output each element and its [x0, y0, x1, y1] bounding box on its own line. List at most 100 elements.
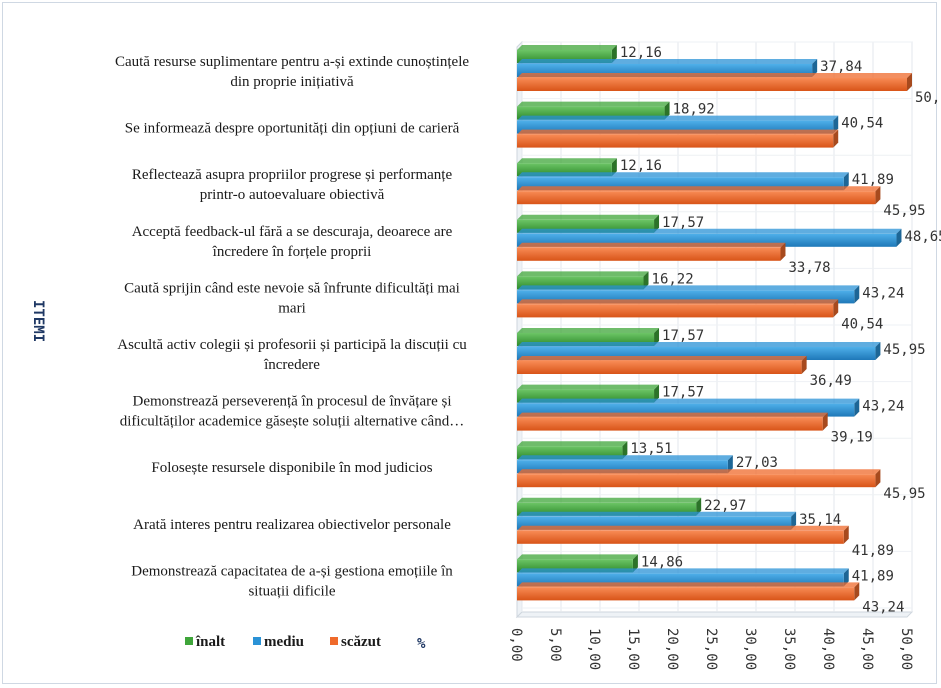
x-tick-label: 35,00 — [781, 628, 797, 670]
bar-top-face — [517, 158, 617, 164]
bar-end-face — [611, 45, 617, 63]
bar-top-face — [517, 469, 881, 475]
bar-top-face — [517, 455, 733, 461]
bar-end-face — [632, 554, 638, 573]
data-label: 18,92 — [673, 102, 715, 118]
category-label: Demonstrează capacitatea de a-și gestion… — [131, 563, 453, 579]
bar-end-face — [801, 356, 807, 374]
bar-end-face — [854, 285, 860, 304]
bar-end-face — [875, 342, 881, 360]
category-label: Reflectează asupra propriilor progrese ș… — [132, 167, 453, 183]
data-label: 27,03 — [736, 455, 778, 471]
bar — [517, 247, 781, 261]
x-tick-label: 30,00 — [742, 628, 758, 670]
bar-end-face — [696, 497, 702, 516]
bar-end-face — [727, 455, 733, 474]
data-label: 12,16 — [620, 158, 662, 174]
bar-top-face — [517, 582, 860, 588]
bar-end-face — [833, 299, 839, 318]
bar-end-face — [843, 172, 849, 191]
bar-top-face — [517, 45, 617, 50]
category-label: din proprie inițiativă — [230, 74, 354, 90]
data-label: 43,24 — [862, 399, 904, 415]
data-label: 40,54 — [841, 316, 883, 332]
data-label: 17,57 — [662, 385, 704, 401]
bar-top-face — [517, 497, 702, 503]
bar — [517, 530, 844, 544]
bar-top-face — [517, 342, 881, 347]
bar-end-face — [654, 384, 660, 403]
data-label: 45,95 — [883, 486, 925, 502]
bar-end-face — [791, 511, 797, 530]
bar-top-face — [517, 214, 660, 220]
bar-top-face — [517, 568, 849, 574]
bar-top-face — [517, 554, 638, 560]
legend-label-scazut: scăzut — [341, 634, 381, 650]
x-tick-label: 15,00 — [625, 628, 641, 670]
bar-end-face — [843, 525, 849, 544]
bar — [517, 78, 907, 91]
legend-swatch-inalt — [185, 637, 193, 645]
legend-swatch-mediu — [253, 637, 261, 645]
bar-end-face — [875, 186, 881, 205]
bar-top-face — [517, 59, 818, 64]
y-axis-title: ITEMI — [30, 300, 46, 342]
data-label: 35,14 — [799, 512, 841, 528]
data-label: 40,54 — [841, 116, 883, 132]
data-label: 41,89 — [852, 172, 894, 188]
data-label: 36,49 — [810, 373, 852, 389]
data-label: 14,86 — [641, 554, 683, 570]
bar — [517, 191, 876, 205]
bar-top-face — [517, 299, 839, 305]
data-label: 39,19 — [831, 430, 873, 446]
bar-end-face — [654, 328, 660, 346]
category-label: dificultăților academice găsește soluții… — [120, 414, 464, 430]
category-label: situații dificile — [248, 583, 335, 599]
bar-top-face — [517, 525, 849, 531]
bar — [517, 304, 834, 318]
category-label: Arată interes pentru realizarea obiectiv… — [133, 517, 451, 533]
data-label: 45,95 — [883, 203, 925, 219]
bar-top-face — [517, 384, 660, 390]
legend-label-inalt: înalt — [195, 634, 225, 650]
bar — [517, 361, 802, 374]
category-label: Se informează despre oportunități din op… — [125, 121, 460, 137]
bar-top-face — [517, 73, 912, 78]
data-label: 33,78 — [788, 260, 830, 276]
bar — [517, 134, 834, 148]
x-tick-label: 20,00 — [664, 628, 680, 670]
bar-end-face — [654, 214, 660, 233]
legend-label-mediu: mediu — [264, 634, 304, 650]
bar-top-face — [517, 398, 860, 404]
bar-end-face — [643, 271, 649, 290]
data-label: 45,95 — [883, 342, 925, 358]
bar-end-face — [854, 582, 860, 601]
category-label: Ascultă activ colegii și profesorii și p… — [117, 337, 467, 353]
plot-floor — [515, 611, 914, 618]
bar-end-face — [822, 412, 828, 431]
data-label: 16,22 — [652, 271, 694, 287]
bar-top-face — [517, 186, 881, 192]
category-label: mari — [278, 300, 306, 316]
bar-end-face — [843, 568, 849, 587]
bar-end-face — [664, 101, 670, 120]
data-label: 22,97 — [704, 498, 746, 514]
bar-end-face — [812, 59, 818, 77]
category-label: Folosește resursele disponibile în mod j… — [151, 460, 432, 476]
bar — [517, 587, 855, 601]
legend: înalt mediu scăzut % — [185, 634, 426, 652]
category-label: printr-o autoevaluare obiectivă — [200, 187, 385, 203]
x-tick-label: 50,00 — [898, 628, 914, 670]
x-tick-label: 5,00 — [547, 628, 563, 662]
bar-top-face — [517, 242, 786, 248]
bar-top-face — [517, 115, 839, 121]
bar-end-face — [833, 129, 839, 148]
bar-end-face — [896, 228, 902, 247]
data-label: 12,16 — [620, 45, 662, 61]
category-label: încredere — [263, 357, 320, 373]
data-label: 17,57 — [662, 215, 704, 231]
bar-end-face — [780, 242, 786, 261]
x-tick-label: 45,00 — [859, 628, 875, 670]
bar-top-face — [517, 511, 797, 517]
